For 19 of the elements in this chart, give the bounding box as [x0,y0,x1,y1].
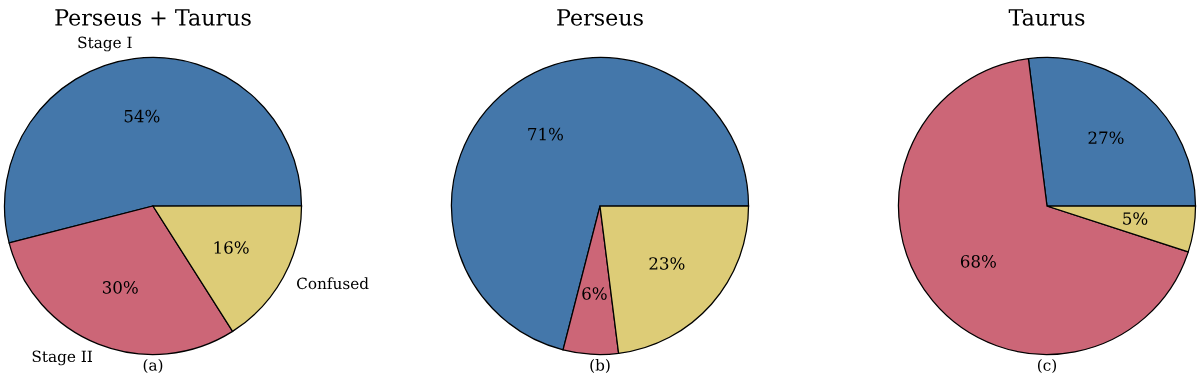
data-label: 16% [214,241,249,254]
data-label: 71% [528,127,563,141]
slice-label: Stage II [32,350,93,366]
data-label: 5% [1123,212,1148,225]
data-label: 6% [582,287,607,300]
chart-title: Perseus + Taurus [55,9,251,26]
data-label: 54% [124,109,160,123]
data-label: 27% [1088,131,1124,144]
data-label: 30% [102,281,138,294]
chart-title: Taurus [1008,9,1085,26]
pie-slice [450,56,750,351]
data-label: 68% [960,255,996,268]
data-label: 23% [649,257,685,270]
chart-title: Perseus [557,9,643,26]
text: (b) [590,359,610,373]
slice-label: Confused [297,277,369,290]
slice-label: Stage I [78,36,132,52]
text: (c) [1037,359,1057,373]
text: (a) [143,359,163,373]
